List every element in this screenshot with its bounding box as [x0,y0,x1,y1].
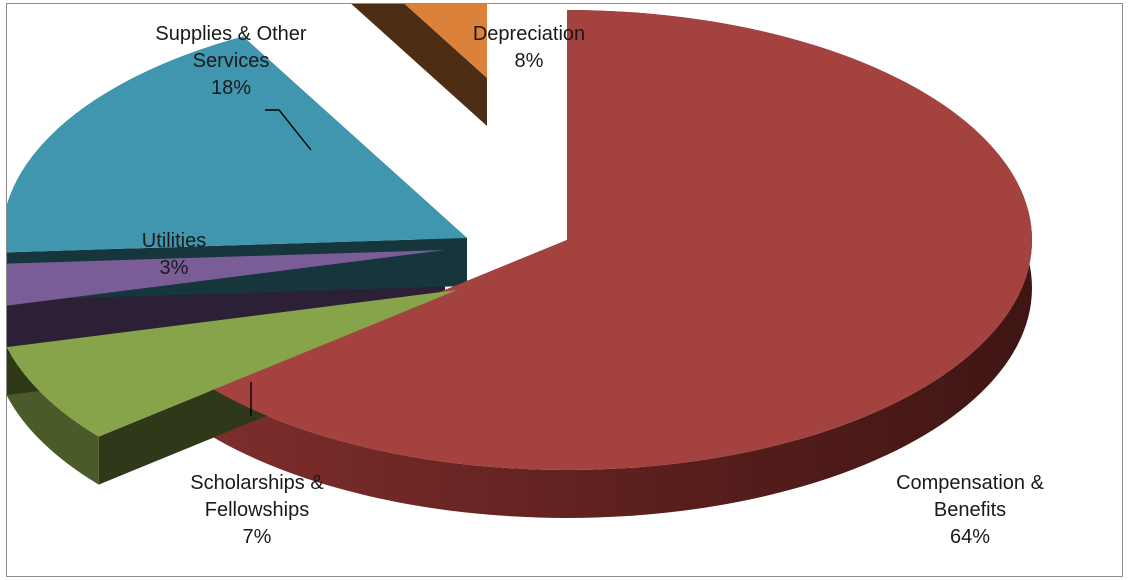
data-label-percent: 64% [949,526,991,548]
data-label-name-line-2: Services [192,50,270,72]
slice-depreciation [404,4,487,78]
data-label-name-line-1: Supplies & Other [155,23,307,45]
data-label-scholarships-fellowships: Scholarships & Fellowships 7% [157,470,357,551]
data-label-percent: 18% [210,77,252,99]
data-label-utilities: Utilities 3% [115,228,233,282]
slice-scholarships-fellowships [7,290,457,437]
slice-side-0 [208,10,1032,519]
data-label-percent: 8% [514,50,544,72]
slice-compensation-benefits [208,10,1032,470]
data-label-name-line-1: Scholarships & [190,472,324,494]
data-label-supplies-other-services: Supplies & Other Services 18% [131,21,331,102]
leader-line-1 [265,109,312,151]
data-label-name-line-2: Benefits [933,499,1007,521]
data-label-percent: 7% [242,526,272,548]
data-label-name-line-1: Depreciation [472,23,586,45]
data-label-percent: 3% [159,257,189,279]
data-label-compensation-benefits: Compensation & Benefits 64% [865,470,1075,551]
data-label-name-line-1: Utilities [141,230,207,252]
slice-cut-face-4-0 [351,4,487,126]
data-label-name-line-2: Fellowships [204,499,310,521]
chart-area: Compensation & Benefits 64% Scholarships… [6,3,1123,577]
slice-utilities [7,250,445,306]
slice-supplies-other-services [7,36,467,253]
pie-chart-3d [7,4,1032,519]
data-label-name-line-1: Compensation & [896,472,1044,494]
data-label-depreciation: Depreciation 8% [439,21,619,75]
